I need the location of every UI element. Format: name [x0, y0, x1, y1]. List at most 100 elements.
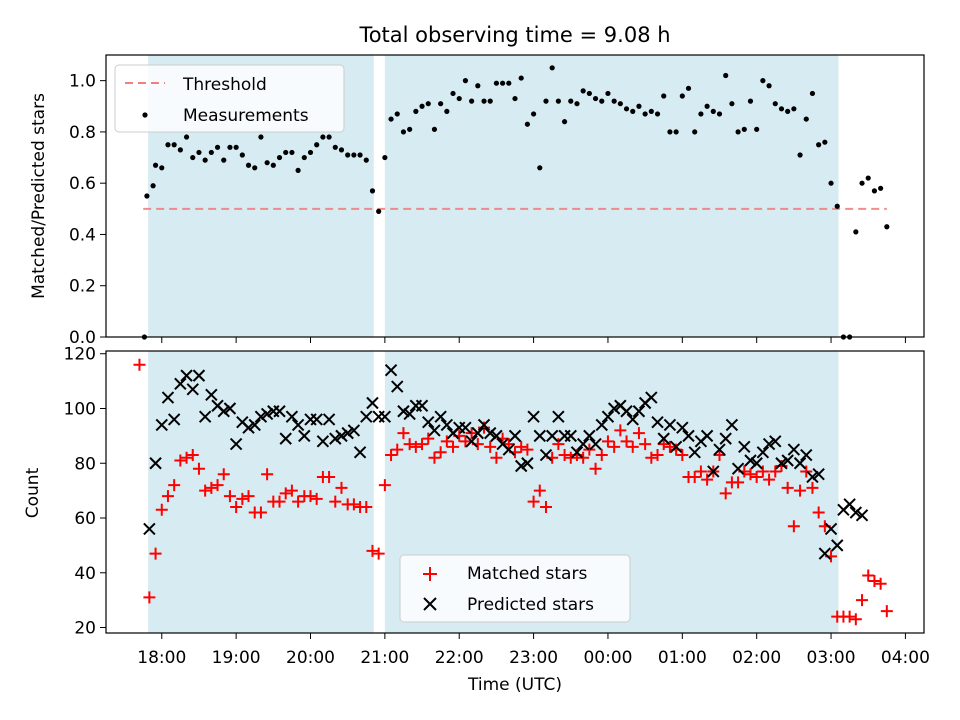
- predicted-stars-point: [607, 402, 621, 415]
- predicted-stars-point: [335, 429, 348, 443]
- measurements-point: [264, 160, 270, 166]
- predicted-stars-point: [707, 465, 720, 478]
- matched-stars-point: [880, 605, 893, 618]
- matched-stars-point: [310, 492, 323, 505]
- y-tick-label: 120: [64, 345, 96, 365]
- matched-stars-point: [663, 440, 676, 453]
- matched-stars-point: [323, 470, 336, 483]
- legend-matched-swatch: [423, 567, 437, 581]
- matched-stars-point: [713, 449, 726, 462]
- measurements-point: [227, 144, 233, 150]
- matched-stars-point: [149, 547, 162, 560]
- matched-stars-point: [521, 443, 534, 456]
- measurements-point: [165, 142, 171, 148]
- matched-stars-point: [447, 440, 460, 453]
- predicted-stars-point: [254, 410, 268, 423]
- matched-stars-point: [428, 451, 441, 464]
- measurements-point: [307, 149, 314, 156]
- predicted-stars-point: [533, 429, 546, 443]
- matched-stars-point: [787, 520, 800, 533]
- predicted-stars-point: [725, 418, 739, 432]
- y-tick-label: 0.4: [69, 225, 96, 245]
- predicted-stars-point: [161, 391, 175, 404]
- matched-stars-point: [632, 427, 645, 440]
- matched-stars-point: [217, 468, 230, 481]
- matched-stars-point: [651, 449, 664, 462]
- predicted-stars-point: [242, 421, 255, 434]
- matched-stars-point: [329, 495, 342, 508]
- measurements-point: [723, 72, 729, 79]
- predicted-stars-point: [589, 437, 602, 451]
- measurements-point: [196, 149, 202, 156]
- matched-stars-point: [236, 492, 249, 505]
- matched-stars-point: [304, 490, 317, 503]
- predicted-stars-point: [366, 396, 379, 410]
- measurements-point: [419, 103, 425, 109]
- measurements-point: [816, 142, 822, 148]
- matched-stars-point: [744, 468, 757, 481]
- measurements-point: [407, 126, 413, 132]
- measurements-point: [469, 98, 475, 104]
- measurements-point: [809, 90, 816, 97]
- measurements-point: [766, 83, 772, 89]
- measurements-point: [754, 126, 760, 132]
- matched-stars-point: [769, 465, 782, 478]
- predicted-stars-point: [397, 405, 410, 418]
- predicted-stars-point: [273, 405, 286, 418]
- predicted-stars-point: [824, 522, 838, 536]
- predicted-stars-point: [800, 448, 813, 462]
- predicted-stars-point: [576, 437, 590, 451]
- measurements-point: [778, 106, 785, 112]
- ratio-legend-box: [114, 64, 345, 133]
- x-tick-label: 22:00: [435, 648, 484, 668]
- matched-stars-point: [211, 479, 224, 492]
- measurements-point: [500, 80, 506, 86]
- matched-stars-point: [161, 490, 174, 503]
- measurements-point: [332, 144, 338, 150]
- measurements-point: [425, 101, 431, 107]
- measurements-point: [177, 147, 183, 153]
- measurements-point: [475, 83, 481, 89]
- predicted-stars-point: [347, 424, 361, 437]
- matched-stars-point: [360, 501, 373, 514]
- predicted-stars-point: [719, 432, 732, 445]
- measurements-point: [345, 152, 351, 158]
- measurements-point: [351, 152, 357, 158]
- x-tick-label: 02:00: [732, 648, 781, 668]
- measurements-point: [338, 147, 345, 153]
- matched-stars-point: [254, 506, 267, 519]
- y-tick-label: 40: [74, 564, 96, 584]
- predicted-stars-point: [545, 429, 559, 443]
- measurements-point: [388, 116, 394, 122]
- matched-stars-point: [292, 495, 305, 508]
- measurements-point: [369, 188, 376, 194]
- measurements-point: [512, 95, 518, 102]
- predicted-stars-point: [744, 454, 757, 467]
- matched-stars-point: [168, 479, 181, 492]
- measurements-point: [760, 78, 766, 84]
- predicted-stars-point: [205, 388, 218, 402]
- measurements-point: [150, 183, 156, 189]
- measurements-point: [487, 98, 493, 104]
- measurements-point: [685, 85, 692, 91]
- predicted-stars-point: [471, 426, 485, 440]
- y-tick-label: 80: [74, 454, 96, 474]
- measurements-point: [642, 111, 648, 117]
- predicted-stars-point: [756, 446, 770, 459]
- predicted-stars-point: [793, 457, 807, 470]
- measurements-point: [797, 152, 803, 158]
- measurements-point: [382, 154, 388, 161]
- matched-stars-point: [645, 451, 658, 464]
- matched-stars-point: [794, 484, 807, 497]
- matched-stars-point: [601, 435, 614, 448]
- matched-stars-point: [366, 544, 379, 557]
- measurements-point: [623, 106, 630, 112]
- measurements-point: [791, 106, 797, 112]
- measurements-point: [190, 154, 196, 161]
- predicted-stars-point: [738, 440, 751, 454]
- measurements-point: [592, 95, 599, 102]
- predicted-stars-point: [298, 429, 311, 443]
- predicted-stars-point: [143, 522, 156, 536]
- count-panel-frame: [105, 350, 925, 634]
- ratio-panel: 0.0 0.2 0.4 0.6 0.8 1.0 Matched/Predicted sta…: [29, 54, 925, 348]
